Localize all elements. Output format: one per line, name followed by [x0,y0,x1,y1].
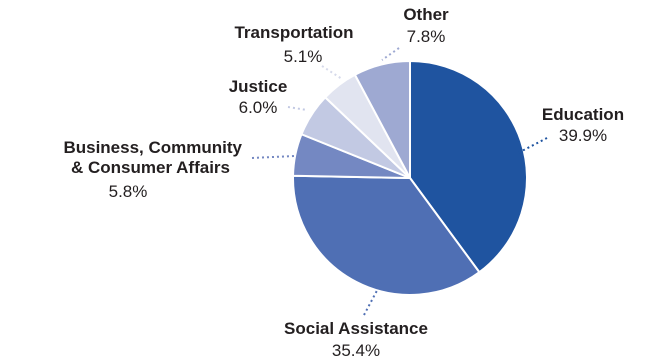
pie-slice-education [409,59,528,274]
slice-label-transportation: Transportation [234,23,353,42]
slice-labels: Education 39.9% Social Assistance 35.4% Busi… [63,5,624,360]
slice-label-social-assistance: Social Assistance [284,319,428,338]
pie-slice-other [353,59,411,179]
slice-value-justice: 6.0% [239,98,278,117]
slice-value-business-community-consumer-affairs: 5.8% [109,182,148,201]
leader-line-transportation [321,65,343,80]
leader-lines [251,47,548,316]
slice-value-other: 7.8% [407,27,446,46]
slice-value-transportation: 5.1% [284,47,323,66]
leader-line-social-assistance [363,282,382,316]
pie-slice-social-assistance [292,174,481,296]
leader-line-business-community-consumer-affairs [251,155,295,159]
leader-line-other [381,47,400,61]
pie-slices [292,59,528,296]
slice-label-business-community-consumer-affairs: & Consumer Affairs [71,158,230,177]
slice-label-education: Education [542,105,624,124]
slice-label-justice: Justice [229,77,288,96]
slice-label-business-community-consumer-affairs: Business, Community [63,138,242,157]
slice-value-education: 39.9% [559,126,607,145]
slice-value-social-assistance: 35.4% [332,341,380,360]
leader-line-education [517,137,548,154]
slice-label-other: Other [403,5,449,24]
leader-line-justice [287,106,308,111]
